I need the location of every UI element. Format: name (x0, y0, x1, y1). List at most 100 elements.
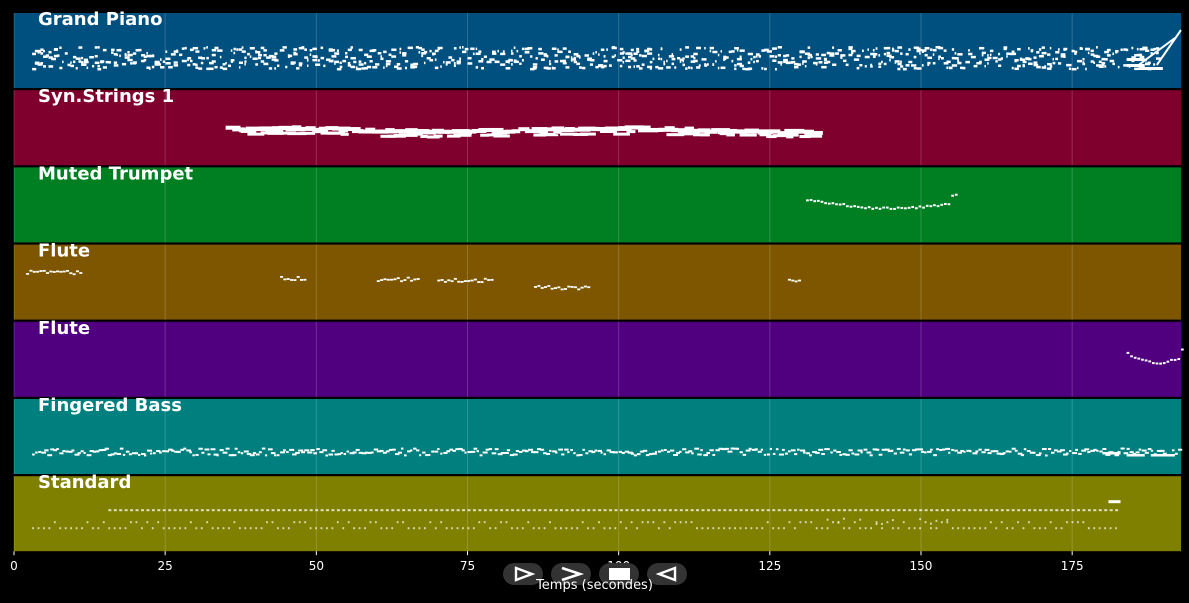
note (240, 129, 257, 133)
note (823, 61, 829, 64)
note (720, 50, 723, 53)
note (62, 270, 66, 273)
note (49, 270, 53, 273)
note (361, 67, 366, 70)
note (355, 66, 358, 69)
note (904, 207, 907, 210)
note (287, 509, 291, 512)
note (550, 287, 554, 290)
play-button[interactable] (503, 563, 543, 585)
note (423, 61, 426, 65)
note (1020, 454, 1025, 457)
note (423, 50, 428, 54)
note (1136, 53, 1142, 57)
note (422, 451, 426, 454)
note (513, 46, 516, 49)
note (490, 278, 494, 281)
note (889, 207, 893, 210)
note (45, 54, 50, 57)
stop-button[interactable] (599, 563, 639, 585)
note (570, 56, 573, 59)
note (848, 53, 853, 57)
note (79, 272, 83, 274)
note (487, 279, 491, 281)
note (546, 67, 552, 70)
note (846, 205, 849, 208)
note (500, 52, 506, 56)
note (307, 451, 313, 454)
note (893, 207, 896, 210)
note (157, 521, 160, 524)
note (736, 447, 740, 450)
note (113, 452, 118, 455)
note (396, 509, 400, 512)
note (630, 54, 633, 57)
note (488, 448, 493, 451)
note (1130, 355, 1133, 358)
note (146, 521, 149, 524)
note (962, 527, 965, 530)
note (907, 206, 911, 209)
note (932, 61, 936, 65)
note (1082, 57, 1085, 61)
note (146, 54, 152, 58)
note (624, 450, 630, 453)
fast-forward-button[interactable] (551, 563, 591, 585)
note (285, 65, 288, 69)
note (592, 527, 595, 530)
note (608, 64, 612, 67)
note (413, 527, 415, 530)
note (750, 57, 753, 61)
note (969, 450, 972, 453)
note (274, 131, 282, 135)
note (957, 451, 963, 454)
note (305, 126, 316, 131)
note (976, 61, 982, 65)
note (53, 54, 59, 58)
note (1028, 47, 1030, 50)
note (127, 53, 133, 57)
note (761, 509, 765, 512)
note (325, 126, 339, 131)
note (1014, 449, 1018, 452)
note (785, 61, 788, 64)
note (785, 54, 790, 57)
note (1155, 57, 1162, 60)
note (666, 59, 668, 63)
note (922, 206, 925, 209)
note (927, 63, 930, 66)
note (102, 48, 107, 52)
note (553, 130, 562, 134)
note (1036, 51, 1040, 54)
note (780, 63, 782, 66)
note (238, 66, 241, 69)
note (200, 61, 204, 65)
note (554, 509, 558, 512)
note (905, 449, 910, 452)
note (919, 509, 923, 512)
note (785, 61, 791, 65)
note (334, 52, 340, 55)
note (383, 66, 385, 69)
note (244, 60, 247, 63)
rewind-button[interactable] (647, 563, 687, 585)
note (691, 452, 694, 455)
note (317, 59, 320, 62)
note (527, 46, 533, 50)
note (146, 66, 151, 69)
note (845, 453, 850, 456)
note (700, 449, 703, 452)
note (1074, 52, 1077, 55)
note (146, 509, 150, 512)
note (1011, 509, 1015, 512)
note (730, 447, 735, 450)
note (963, 450, 966, 453)
note (837, 509, 841, 512)
note (331, 527, 334, 530)
note (168, 65, 173, 69)
note (657, 67, 664, 70)
note (631, 125, 651, 130)
note (78, 46, 83, 49)
note (86, 521, 89, 524)
note (758, 55, 762, 58)
